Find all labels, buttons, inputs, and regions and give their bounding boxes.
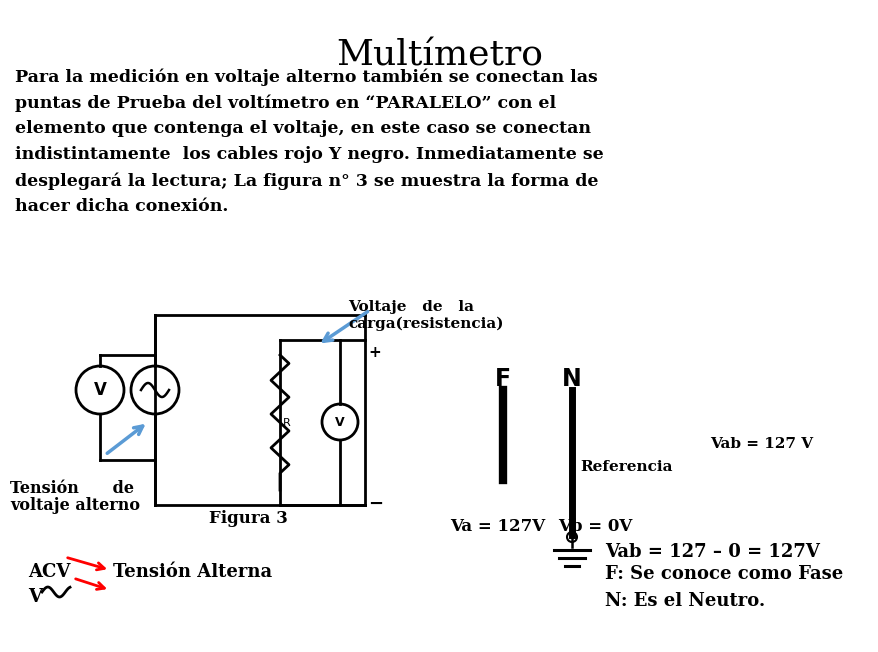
Text: +: + xyxy=(368,345,380,360)
Text: R: R xyxy=(283,417,291,428)
Text: F: F xyxy=(494,367,510,391)
Text: Vab = 127 V: Vab = 127 V xyxy=(709,437,812,451)
Text: −: − xyxy=(368,495,383,513)
Text: voltaje alterno: voltaje alterno xyxy=(10,497,140,514)
Text: Tensión Alterna: Tensión Alterna xyxy=(113,563,272,581)
Text: desplegará la lectura; La figura n° 3 se muestra la forma de: desplegará la lectura; La figura n° 3 se… xyxy=(15,172,598,190)
Text: Vab = 127 – 0 = 127V: Vab = 127 – 0 = 127V xyxy=(604,543,819,561)
Text: N: Es el Neutro.: N: Es el Neutro. xyxy=(604,592,765,610)
Text: V: V xyxy=(28,588,42,606)
Text: Figura 3: Figura 3 xyxy=(208,510,287,527)
Text: elemento que contenga el voltaje, en este caso se conectan: elemento que contenga el voltaje, en est… xyxy=(15,120,590,137)
Text: ACV: ACV xyxy=(28,563,70,581)
Text: carga(resistencia): carga(resistencia) xyxy=(348,317,503,331)
Text: V: V xyxy=(93,381,106,399)
Text: puntas de Prueba del voltímetro en “PARALELO” con el: puntas de Prueba del voltímetro en “PARA… xyxy=(15,94,556,111)
Text: Multímetro: Multímetro xyxy=(336,38,543,72)
Text: N: N xyxy=(562,367,581,391)
Text: Referencia: Referencia xyxy=(579,460,672,474)
Text: Vb = 0V: Vb = 0V xyxy=(558,518,631,535)
Text: hacer dicha conexión.: hacer dicha conexión. xyxy=(15,198,228,215)
Text: indistintamente  los cables rojo Y negro. Inmediatamente se: indistintamente los cables rojo Y negro.… xyxy=(15,146,603,163)
Text: Va = 127V: Va = 127V xyxy=(450,518,544,535)
Text: V: V xyxy=(335,415,344,428)
Text: F: Se conoce como Fase: F: Se conoce como Fase xyxy=(604,565,842,583)
Text: Voltaje   de   la: Voltaje de la xyxy=(348,300,473,314)
Text: Para la medición en voltaje alterno también se conectan las: Para la medición en voltaje alterno tamb… xyxy=(15,68,597,85)
Text: Tensión      de: Tensión de xyxy=(10,480,133,497)
